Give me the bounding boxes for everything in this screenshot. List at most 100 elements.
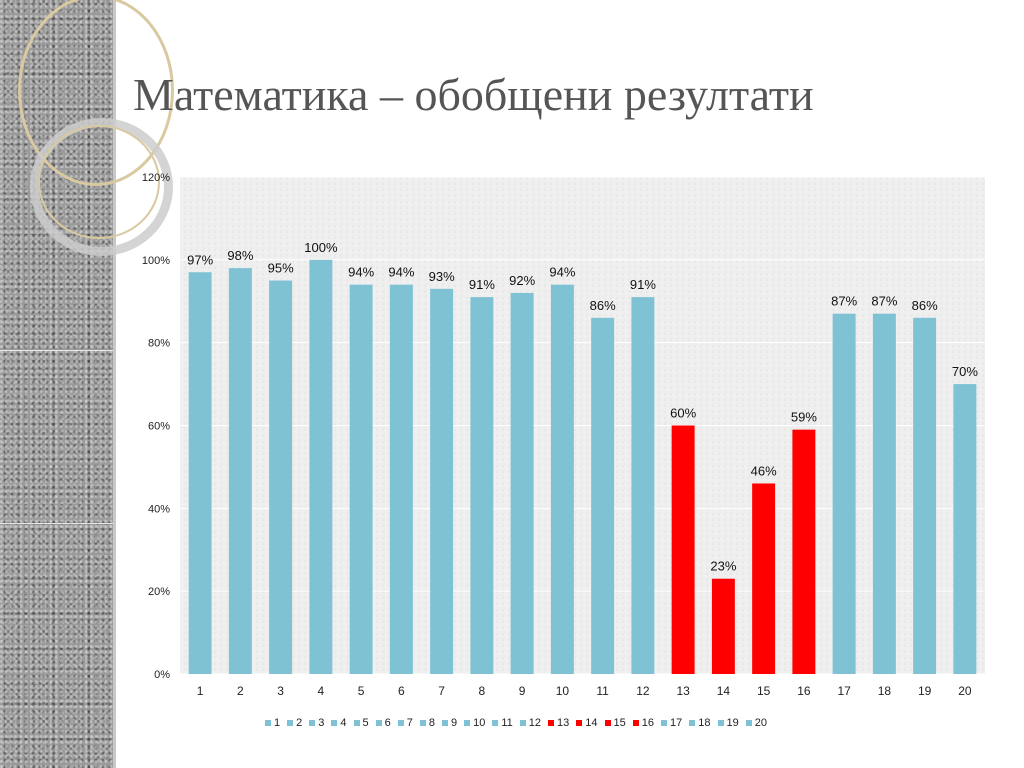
legend-item-3: 3: [309, 717, 324, 729]
data-label-1: 97%: [187, 252, 213, 267]
x-tick-label-3: 3: [277, 684, 284, 698]
bar-5: [349, 284, 373, 674]
data-label-15: 46%: [751, 463, 777, 478]
data-label-16: 59%: [791, 410, 817, 425]
bar-2: [228, 268, 252, 674]
x-tick-label-13: 13: [676, 684, 690, 698]
legend-item-19: 19: [717, 717, 739, 729]
side-divider: [0, 523, 113, 524]
y-tick-label: 80%: [148, 338, 170, 350]
data-label-13: 60%: [670, 406, 696, 421]
legend-label: 4: [340, 717, 347, 729]
x-tick-label-2: 2: [237, 684, 244, 698]
legend-swatch: [265, 720, 271, 726]
x-tick-label-6: 6: [398, 684, 405, 698]
legend-label: 12: [528, 717, 542, 729]
legend-item-6: 6: [375, 717, 391, 729]
data-label-8: 91%: [469, 277, 495, 292]
data-label-4: 100%: [304, 240, 338, 255]
side-divider: [0, 350, 113, 351]
legend-label: 3: [318, 717, 325, 729]
bar-chart: 0% 20% 40% 60% 80% 100% 120% 97% 98% 95% 100% 94% 9…: [142, 172, 985, 698]
legend-swatch: [632, 720, 639, 726]
legend-item-2: 2: [287, 717, 302, 729]
x-tick-label-5: 5: [358, 684, 365, 698]
y-tick-label: 40%: [148, 503, 170, 515]
legend-item-15: 15: [604, 717, 626, 729]
legend-swatch: [331, 720, 338, 726]
bar-4: [309, 259, 333, 674]
data-label-17: 87%: [831, 294, 857, 309]
legend-label: 13: [557, 717, 570, 729]
x-tick-label-15: 15: [757, 684, 771, 698]
legend-swatch: [492, 720, 499, 726]
data-label-3: 95%: [268, 261, 294, 276]
x-tick-label-10: 10: [556, 684, 570, 698]
bar-16: [792, 429, 816, 674]
legend-item-7: 7: [397, 717, 413, 729]
legend-swatch: [661, 720, 668, 726]
legend-label: 7: [406, 717, 413, 729]
decorative-ring: [30, 118, 173, 256]
bar-17: [832, 313, 856, 674]
bar-9: [510, 292, 534, 674]
legend-item-1: 1: [265, 717, 280, 729]
x-tick-label-17: 17: [837, 684, 851, 698]
legend-swatch: [717, 720, 724, 726]
legend-swatch: [287, 720, 294, 726]
x-tick-label-4: 4: [318, 684, 325, 698]
chart: 0% 20% 40% 60% 80% 100% 120% 97% 98% 95% 100% 94% 9…: [130, 165, 1000, 710]
data-label-19: 86%: [912, 298, 938, 313]
data-label-7: 93%: [429, 269, 455, 284]
bar-8: [470, 297, 494, 674]
legend-label: 15: [613, 717, 626, 729]
x-tick-label-18: 18: [878, 684, 892, 698]
legend-swatch: [548, 720, 555, 726]
decorative-ring: [38, 125, 160, 239]
x-tick-label-20: 20: [958, 684, 972, 698]
legend-swatch: [419, 720, 426, 726]
page-title: Математика – обобщени резултати: [133, 69, 814, 120]
bar-6: [389, 284, 413, 674]
data-label-14: 23%: [710, 559, 736, 574]
x-tick-label-7: 7: [438, 684, 445, 698]
bar-1: [188, 272, 212, 674]
legend-label: 8: [428, 717, 435, 729]
data-label-9: 92%: [509, 273, 535, 288]
legend-swatch: [464, 720, 471, 726]
legend-item-16: 16: [632, 717, 654, 729]
y-tick-label: 100%: [142, 255, 170, 267]
legend-label: 2: [296, 717, 303, 729]
legend-swatch: [442, 720, 448, 726]
x-tick-label-14: 14: [717, 684, 731, 698]
legend-label: 17: [670, 717, 683, 729]
legend-item-18: 18: [689, 717, 711, 729]
legend-item-12: 12: [519, 717, 542, 729]
x-tick-label-16: 16: [797, 684, 811, 698]
legend-swatch: [604, 720, 611, 726]
x-tick-label-11: 11: [596, 684, 609, 698]
y-tick-label: 0%: [154, 669, 170, 681]
bar-15: [752, 483, 776, 674]
legend-swatch: [519, 720, 526, 726]
data-label-5: 94%: [348, 265, 374, 280]
data-label-12: 91%: [630, 277, 656, 292]
legend-item-5: 5: [353, 717, 369, 729]
legend-item-20: 20: [745, 717, 768, 729]
data-label-18: 87%: [871, 294, 897, 309]
legend-item-4: 4: [331, 717, 347, 729]
legend-label: 10: [473, 717, 486, 729]
legend-label: 20: [754, 717, 768, 729]
legend-swatch: [745, 720, 752, 726]
legend-item-8: 8: [419, 717, 435, 729]
legend-swatch: [353, 720, 360, 726]
legend-swatch: [689, 720, 696, 726]
x-tick-label-9: 9: [519, 684, 526, 698]
chart-legend: 1 2 3 4 5 6 7 8 9 10 11 12 13 14 15 16 17 18 19 20: [265, 715, 885, 731]
data-label-10: 94%: [549, 265, 575, 280]
legend-label: 9: [451, 717, 458, 729]
legend-item-9: 9: [442, 717, 457, 729]
x-tick-label-8: 8: [479, 684, 486, 698]
legend-item-13: 13: [548, 717, 569, 729]
legend-label: 18: [698, 717, 711, 729]
